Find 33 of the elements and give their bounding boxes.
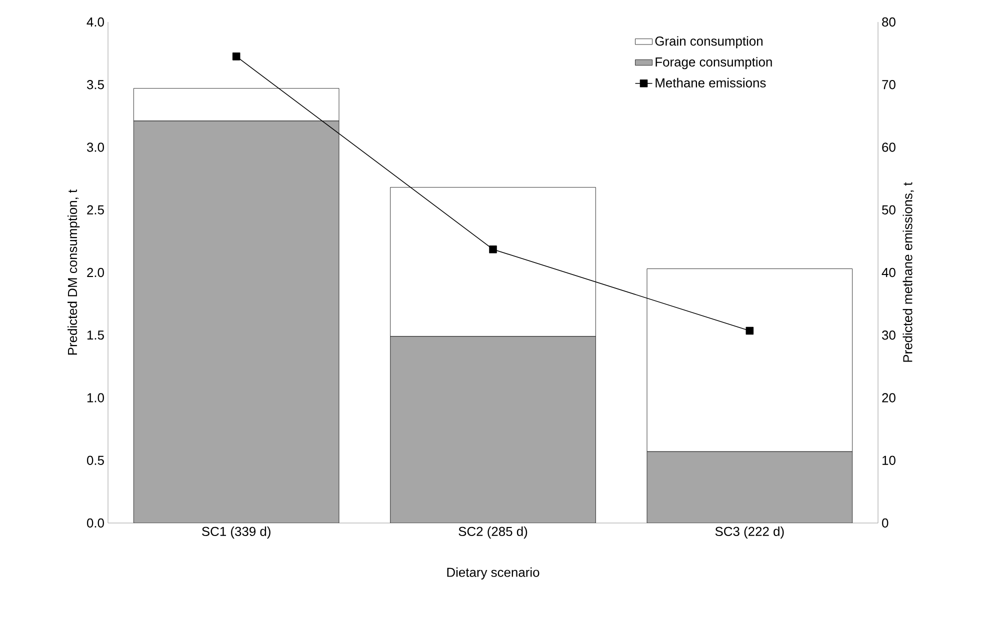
- x-tick-label: SC2 (285 d): [458, 526, 528, 539]
- bar: [133, 120, 340, 523]
- y-tick-label: 3.0: [86, 142, 104, 152]
- y-tick-label: 3.5: [86, 80, 104, 90]
- y-tick-label: 0.5: [86, 456, 104, 465]
- y-tick-label: 1.0: [87, 393, 104, 402]
- y2-tick-label: 0: [882, 518, 888, 528]
- x-axis-title: Dietary scenario: [447, 567, 540, 580]
- y2-tick-label: 10: [882, 456, 896, 465]
- y2-tick-label: 70: [882, 80, 896, 90]
- y2-tick-label: 50: [882, 205, 896, 214]
- x-tick-label: SC3 (222 d): [715, 526, 784, 539]
- y-tick-label: 4.0: [86, 17, 104, 27]
- y2-tick-label: 30: [882, 330, 896, 340]
- y2-tick-label: 40: [882, 268, 896, 278]
- y2-tick-label: 20: [882, 393, 896, 402]
- bar: [646, 451, 853, 523]
- x-tick-label: SC1 (339 d): [202, 526, 270, 539]
- bar: [390, 336, 596, 523]
- y-tick-label: 1.5: [87, 330, 104, 340]
- legend-label: Forage consumption: [656, 57, 772, 70]
- y-tick-label: 2.5: [87, 205, 104, 214]
- y2-tick-label: 60: [882, 142, 896, 152]
- point: [489, 245, 497, 254]
- legend-label: Methane emissions: [656, 78, 766, 88]
- y2-tick-label: 80: [882, 17, 896, 27]
- y2-axis-title: Predicted methane emissions, t: [902, 182, 914, 362]
- point: [746, 326, 754, 335]
- y-tick-label: 2.0: [87, 268, 104, 278]
- point: [232, 52, 240, 60]
- y-tick-label: 0.0: [86, 518, 104, 528]
- y-axis-title: Predicted DM consumption, t: [68, 189, 80, 355]
- legend-label: Grain consumption: [655, 36, 762, 48]
